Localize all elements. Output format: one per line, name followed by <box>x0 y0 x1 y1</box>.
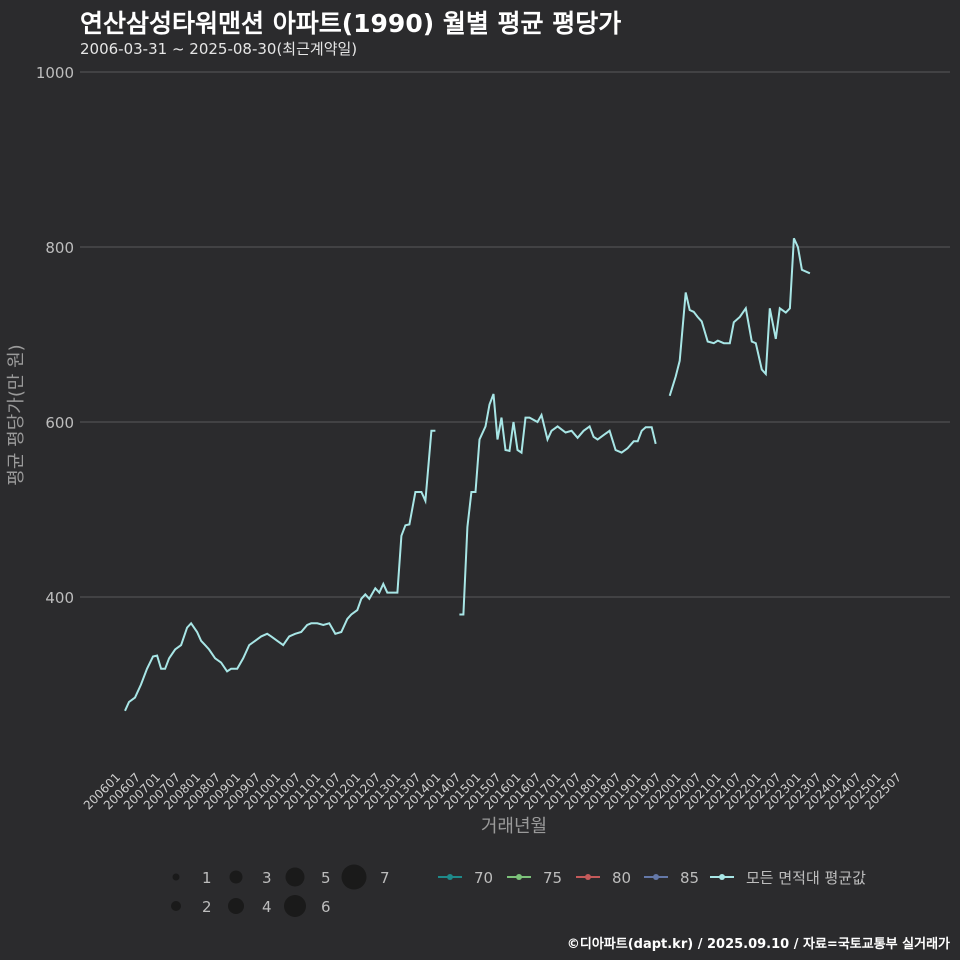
y-axis-label: 평균 평당가(만 원) <box>6 344 27 485</box>
size-legend-label-4: 4 <box>262 898 272 916</box>
color-legend-dot-line <box>719 874 725 880</box>
footer-credit: ©디아파트(dapt.kr) / 2025.09.10 / 자료=국토교통부 실… <box>566 937 950 952</box>
size-legend-marker-7 <box>341 864 367 890</box>
color-legend-label-70: 70 <box>474 869 493 887</box>
color-legend-dot-85 <box>653 874 659 880</box>
y-tick-1000: 1000 <box>36 64 74 82</box>
average-line <box>124 237 811 712</box>
y-tick-400: 400 <box>45 589 74 607</box>
y-tick-labels: 400 600 800 1000 <box>36 64 74 607</box>
color-legend-dot-75 <box>516 874 522 880</box>
grid-lines <box>80 71 950 598</box>
size-legend-label-2: 2 <box>202 898 212 916</box>
size-legend-marker-5 <box>285 867 305 887</box>
color-legend-label-line: 모든 면적대 평균값 <box>746 869 866 887</box>
chart-title: 연산삼성타워맨션 아파트(1990) 월별 평균 평당가 <box>80 9 622 38</box>
size-legend-marker-2 <box>171 901 181 911</box>
size-legend-marker-3 <box>229 870 243 884</box>
size-legend-marker-6 <box>284 895 306 917</box>
size-legend-marker-1 <box>172 873 180 881</box>
average-line-segment-3 <box>668 237 811 397</box>
size-legend-label-6: 6 <box>321 898 331 916</box>
color-legend: 70 75 80 85 모든 면적대 평균값 <box>438 869 866 887</box>
average-line-segment-1 <box>124 429 436 712</box>
color-legend-label-85: 85 <box>680 869 699 887</box>
x-tick-labels: 2006012006072007012007072008012008072009… <box>81 770 904 812</box>
chart-subtitle: 2006-03-31 ~ 2025-08-30(최근계약일) <box>80 40 358 58</box>
size-legend-label-5: 5 <box>321 869 331 887</box>
size-legend-label-3: 3 <box>262 869 272 887</box>
color-legend-label-80: 80 <box>612 869 631 887</box>
x-axis-label: 거래년월 <box>481 816 547 837</box>
y-tick-600: 600 <box>45 414 74 432</box>
y-tick-800: 800 <box>45 239 74 257</box>
color-legend-label-75: 75 <box>543 869 562 887</box>
size-legend-label-7: 7 <box>380 869 390 887</box>
average-line-segment-2 <box>459 393 657 616</box>
color-legend-dot-70 <box>447 874 453 880</box>
size-legend-label-1: 1 <box>202 869 212 887</box>
color-legend-dot-80 <box>585 874 591 880</box>
size-legend-marker-4 <box>228 898 244 914</box>
size-legend: 1 3 5 7 2 4 6 <box>171 864 390 917</box>
